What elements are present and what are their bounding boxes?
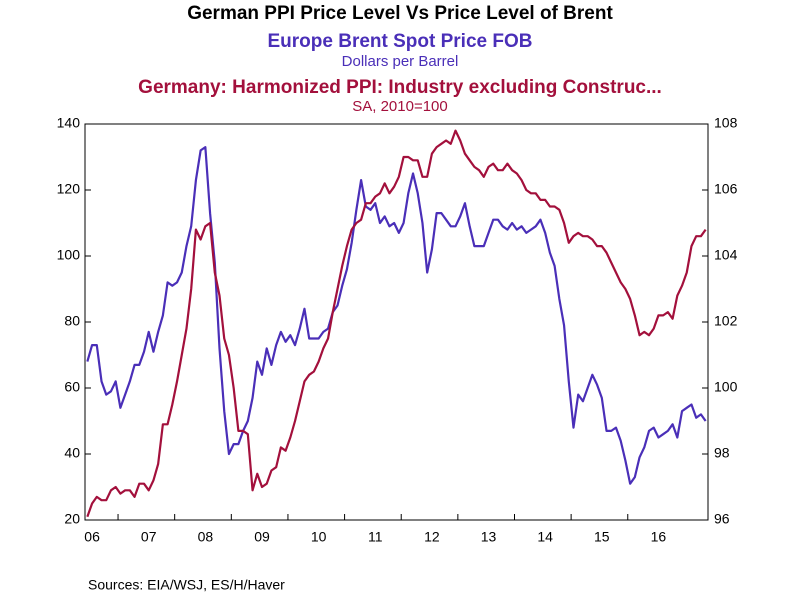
- y-tick-label: 140: [57, 115, 81, 131]
- series-line: [86, 146, 707, 485]
- x-tick-label: 09: [254, 529, 270, 545]
- x-tick-label: 13: [481, 529, 497, 545]
- y2-tick-label: 100: [714, 379, 738, 395]
- y-tick-label: 40: [64, 445, 80, 461]
- y-tick-label: 100: [57, 247, 81, 263]
- y-tick-label: 60: [64, 379, 80, 395]
- x-tick-label: 14: [537, 529, 553, 545]
- x-tick-label: 07: [141, 529, 157, 545]
- y2-tick-label: 106: [714, 181, 738, 197]
- y-tick-label: 120: [57, 181, 81, 197]
- x-tick-label: 16: [651, 529, 667, 545]
- plot-area: [84, 123, 709, 521]
- y2-tick-label: 96: [714, 511, 730, 527]
- y-tick-label: 20: [64, 511, 80, 527]
- y2-axis-label: SA, 2010=100: [352, 98, 448, 115]
- y2-tick-label: 104: [714, 247, 738, 263]
- y2-tick-label: 98: [714, 445, 730, 461]
- y-axis-label: Dollars per Barrel: [342, 53, 459, 70]
- x-tick-label: 08: [198, 529, 214, 545]
- series-line: [86, 129, 707, 518]
- x-tick-label: 06: [84, 529, 100, 545]
- series-title: Germany: Harmonized PPI: Industry exclud…: [138, 77, 662, 98]
- x-tick-label: 12: [424, 529, 440, 545]
- chart-title: German PPI Price Level Vs Price Level of…: [187, 3, 613, 24]
- series-title: Europe Brent Spot Price FOB: [268, 31, 533, 52]
- x-tick-label: 15: [594, 529, 610, 545]
- source: Sources: EIA/WSJ, ES/H/Haver: [88, 577, 285, 593]
- x-tick-label: 10: [311, 529, 327, 545]
- y2-tick-label: 108: [714, 115, 738, 131]
- x-tick-label: 11: [368, 529, 383, 545]
- y2-tick-label: 102: [714, 313, 738, 329]
- y-tick-label: 80: [64, 313, 80, 329]
